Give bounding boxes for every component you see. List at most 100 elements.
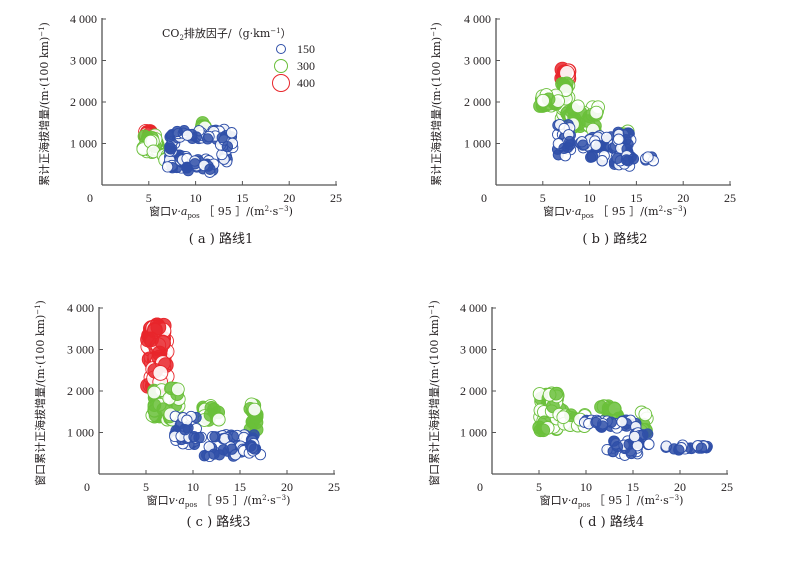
x-tick-label: 15 bbox=[627, 480, 639, 494]
y-tick-label: 1 000 bbox=[67, 426, 94, 440]
y-tick-label: 3 000 bbox=[70, 54, 97, 68]
panel-d: 0 5 10 15 20 25 1 000 2 000 3 000 4 000 窗口v·apos ［… bbox=[427, 300, 733, 530]
x-tick-label: 0 bbox=[87, 191, 93, 205]
data-point-400 bbox=[143, 331, 159, 348]
x-axis-label: 窗口v·apos ［ 95 ］/(m2·s−3) bbox=[147, 493, 291, 509]
y-axis-label: 窗口累计正海拔增量/(m·(100 km)−1) bbox=[33, 300, 47, 486]
data-point-150 bbox=[181, 162, 193, 174]
y-axis-label: 累计正海拔增量/(m·(100 km)−1) bbox=[37, 22, 51, 186]
data-point-300 bbox=[638, 407, 653, 422]
x-tick-label: 5 bbox=[536, 480, 542, 494]
data-point-300 bbox=[536, 93, 550, 108]
data-point-150 bbox=[248, 443, 261, 455]
panel-caption: ( c ) 路线3 bbox=[186, 514, 250, 530]
y-tick-label: 3 000 bbox=[67, 343, 94, 357]
data-point-150 bbox=[628, 430, 641, 443]
x-tick-label: 15 bbox=[236, 191, 248, 205]
x-tick-label: 20 bbox=[677, 191, 689, 205]
x-axis-label: 窗口v·apos ［ 95 ］/(m2·s−3) bbox=[543, 204, 687, 220]
y-axis-label: 累计正海拔增量/(m·(100 km)−1) bbox=[429, 22, 443, 186]
x-tick-label: 0 bbox=[477, 480, 483, 494]
panel-caption: ( a ) 路线1 bbox=[189, 231, 254, 247]
y-tick-label: 2 000 bbox=[460, 384, 487, 398]
x-tick-label: 25 bbox=[330, 191, 342, 205]
x-tick-label: 0 bbox=[84, 480, 90, 494]
data-point-400 bbox=[152, 365, 169, 381]
data-point-150 bbox=[611, 152, 623, 165]
data-point-150 bbox=[613, 133, 625, 145]
data-points bbox=[532, 386, 713, 461]
legend-marker-300 bbox=[274, 59, 288, 73]
panel-caption: ( b ) 路线2 bbox=[582, 231, 647, 247]
x-tick-label: 5 bbox=[143, 480, 149, 494]
data-points bbox=[533, 61, 659, 172]
x-tick-label: 0 bbox=[481, 191, 487, 205]
y-tick-label: 4 000 bbox=[67, 301, 94, 315]
x-tick-label: 10 bbox=[584, 191, 596, 205]
data-point-150 bbox=[585, 151, 597, 163]
y-tick-label: 4 000 bbox=[460, 301, 487, 315]
data-point-150 bbox=[596, 155, 608, 167]
data-point-300 bbox=[147, 385, 162, 400]
data-point-150 bbox=[596, 420, 609, 432]
data-point-150 bbox=[577, 139, 589, 151]
data-point-300 bbox=[247, 402, 262, 417]
y-tick-label: 3 000 bbox=[464, 54, 491, 68]
legend: CO2排放因子/（g·km−1） 150 300 400 bbox=[162, 26, 315, 92]
data-point-150 bbox=[198, 450, 211, 462]
data-point-150 bbox=[564, 135, 576, 148]
data-point-150 bbox=[226, 443, 238, 455]
data-point-300 bbox=[549, 386, 563, 401]
data-points bbox=[140, 317, 267, 463]
y-tick-label: 4 000 bbox=[70, 12, 97, 26]
data-point-150 bbox=[616, 416, 628, 428]
data-point-150 bbox=[161, 161, 174, 173]
data-point-150 bbox=[209, 431, 221, 443]
data-point-150 bbox=[601, 131, 613, 144]
y-tick-label: 1 000 bbox=[70, 137, 97, 151]
x-tick-label: 5 bbox=[540, 191, 546, 205]
y-tick-label: 4 000 bbox=[464, 12, 491, 26]
data-point-150 bbox=[216, 131, 228, 144]
panel-c: 0 5 10 15 20 25 1 000 2 000 3 000 4 000 窗口v·apos ［… bbox=[33, 300, 340, 530]
data-point-300 bbox=[147, 398, 162, 413]
data-point-300 bbox=[171, 382, 185, 397]
x-tick-label: 25 bbox=[724, 191, 736, 205]
y-tick-label: 2 000 bbox=[67, 384, 94, 398]
data-point-150 bbox=[204, 163, 216, 175]
x-tick-label: 5 bbox=[146, 191, 152, 205]
legend-marker-400 bbox=[272, 74, 290, 92]
legend-marker-150 bbox=[276, 44, 286, 54]
data-point-150 bbox=[208, 448, 220, 460]
y-tick-label: 1 000 bbox=[464, 137, 491, 151]
data-point-150 bbox=[673, 444, 685, 456]
data-point-150 bbox=[179, 424, 191, 436]
x-tick-label: 10 bbox=[190, 191, 202, 205]
x-tick-label: 15 bbox=[630, 191, 642, 205]
legend-label: 400 bbox=[297, 76, 315, 90]
y-tick-label: 1 000 bbox=[460, 426, 487, 440]
data-point-150 bbox=[181, 129, 194, 141]
x-tick-label: 15 bbox=[234, 480, 246, 494]
data-point-150 bbox=[221, 140, 234, 153]
x-tick-label: 10 bbox=[187, 480, 199, 494]
data-point-150 bbox=[695, 442, 708, 454]
data-point-150 bbox=[622, 155, 634, 167]
data-points bbox=[136, 116, 239, 178]
data-point-300 bbox=[211, 412, 226, 427]
data-point-150 bbox=[171, 125, 183, 138]
data-point-150 bbox=[642, 428, 654, 440]
x-tick-label: 20 bbox=[281, 480, 293, 494]
data-point-300 bbox=[536, 423, 551, 438]
data-point-150 bbox=[201, 133, 214, 145]
data-point-150 bbox=[590, 139, 602, 151]
data-point-400 bbox=[150, 319, 167, 336]
legend-label: 300 bbox=[297, 59, 315, 73]
data-point-150 bbox=[642, 151, 654, 163]
legend-title: CO2排放因子/（g·km−1） bbox=[162, 26, 292, 42]
data-point-150 bbox=[643, 438, 655, 450]
y-axis-label: 窗口累计正海拔增量/(m·(100 km)−1) bbox=[427, 300, 441, 486]
legend-label: 150 bbox=[297, 42, 315, 56]
data-point-150 bbox=[188, 430, 200, 443]
data-point-150 bbox=[611, 440, 624, 453]
